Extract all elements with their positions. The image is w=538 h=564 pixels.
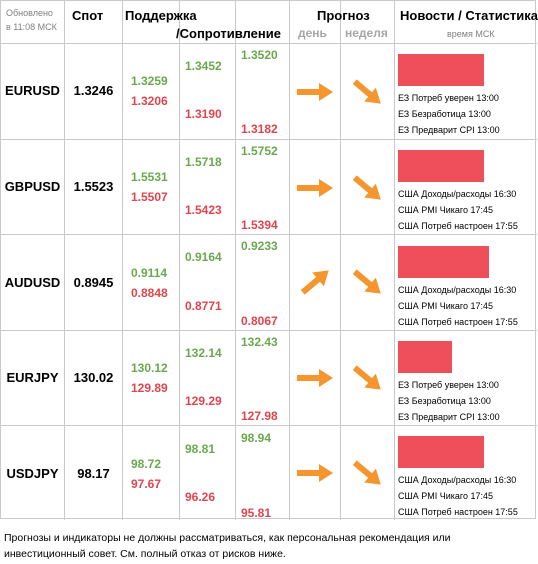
support-level: 98.81 <box>185 442 216 456</box>
forecast-day-header: день <box>298 26 327 40</box>
support-level: 1.5531 <box>131 170 168 184</box>
news-item: США Доходы/расходы 16:30 <box>398 189 517 199</box>
support-level: 0.9233 <box>241 239 278 253</box>
resistance-level: 95.81 <box>241 506 272 520</box>
resistance-level: 127.98 <box>241 409 278 423</box>
table-row: GBPUSD 1.5523 1.5531 1.5507 1.5718 1.542… <box>1 140 537 234</box>
support-level: 98.72 <box>131 457 162 471</box>
grid-line <box>122 1 123 520</box>
news-item: ЕЗ Потреб уверен 13:00 <box>398 93 499 103</box>
support-level: 1.5718 <box>185 155 222 169</box>
pair-name: USDJPY <box>6 466 59 481</box>
disclaimer-text: Прогнозы и индикаторы не должны рассматр… <box>4 532 451 560</box>
news-item: США Потреб настроен 17:55 <box>398 317 518 327</box>
support-level: 0.9164 <box>185 250 222 264</box>
resistance-level: 1.3206 <box>131 94 168 108</box>
resistance-level: 1.5507 <box>131 190 168 204</box>
news-item: США Потреб настроен 17:55 <box>398 507 518 517</box>
support-level: 130.12 <box>131 361 168 375</box>
resistance-level: 1.5423 <box>185 203 222 217</box>
grid-line <box>1 425 537 426</box>
news-item: США Потреб настроен 17:55 <box>398 221 518 231</box>
support-level: 98.94 <box>241 431 272 445</box>
spot-value: 130.02 <box>73 370 114 385</box>
forecast-week-arrow-icon <box>347 269 387 295</box>
news-header: Новости / Статистика <box>400 8 538 23</box>
news-bar <box>398 246 489 278</box>
grid-line <box>1 330 537 331</box>
forecast-day-arrow-icon <box>295 269 335 295</box>
resistance-level: 1.3182 <box>241 122 278 136</box>
resistance-header: /Сопротивление <box>176 26 281 41</box>
grid-line <box>1 234 537 235</box>
updated-label: Обновлено <box>6 8 53 18</box>
support-header: Поддержка <box>125 8 197 23</box>
news-bar <box>398 341 452 373</box>
updated-time: в 11:08 МСК <box>6 22 57 32</box>
resistance-level: 129.89 <box>131 381 168 395</box>
table-row: AUDUSD 0.8945 0.9114 0.8848 0.9164 0.877… <box>1 235 537 330</box>
resistance-level: 0.8848 <box>131 286 168 300</box>
table-row: EURJPY 130.02 130.12 129.89 132.14 129.2… <box>1 331 537 425</box>
news-item: США PMI Чикаго 17:45 <box>398 205 494 215</box>
resistance-level: 0.8771 <box>185 299 222 313</box>
news-subheader: время МСК <box>447 29 495 39</box>
news-bar <box>398 436 484 468</box>
resistance-level: 129.29 <box>185 394 222 408</box>
forecast-week-arrow-icon <box>347 175 387 201</box>
resistance-level: 0.8067 <box>241 314 278 328</box>
forecast-week-arrow-icon <box>347 365 387 391</box>
spot-value: 1.3246 <box>73 83 114 98</box>
news-item: ЕЗ Предварит CPI 13:00 <box>398 412 500 422</box>
table-row: EURUSD 1.3246 1.3259 1.3206 1.3452 1.319… <box>1 44 537 139</box>
grid-line <box>1 43 537 44</box>
support-level: 132.14 <box>185 346 222 360</box>
news-item: США PMI Чикаго 17:45 <box>398 491 494 501</box>
news-item: США PMI Чикаго 17:45 <box>398 301 494 311</box>
news-item: США Доходы/расходы 16:30 <box>398 475 517 485</box>
pair-name: GBPUSD <box>4 179 61 194</box>
forecast-week-arrow-icon <box>347 79 387 105</box>
pair-name: AUDUSD <box>4 275 61 290</box>
grid-line <box>394 1 395 520</box>
grid-line <box>235 1 236 520</box>
support-level: 1.3452 <box>185 59 222 73</box>
resistance-level: 1.5394 <box>241 218 278 232</box>
resistance-level: 97.67 <box>131 477 162 491</box>
forecast-day-arrow-icon <box>295 79 335 105</box>
grid-line <box>64 1 65 520</box>
spot-header: Спот <box>72 8 104 23</box>
forecast-week-arrow-icon <box>347 460 387 486</box>
grid-line <box>289 1 290 520</box>
forecast-week-header: неделя <box>345 26 388 40</box>
news-bar <box>398 54 484 86</box>
news-item: ЕЗ Потреб уверен 13:00 <box>398 380 499 390</box>
support-level: 1.3259 <box>131 74 168 88</box>
pair-name: EURUSD <box>5 83 60 98</box>
grid-line <box>340 1 341 520</box>
pair-name: EURJPY <box>6 370 59 385</box>
grid-line <box>1 139 537 140</box>
resistance-level: 1.3190 <box>185 107 222 121</box>
forex-table: Обновлено в 11:08 МСК Спот Поддержка /Со… <box>0 0 538 520</box>
support-level: 132.43 <box>241 335 278 349</box>
news-item: ЕЗ Безработица 13:00 <box>398 396 491 406</box>
table-row: USDJPY 98.17 98.72 97.67 98.81 96.26 98.… <box>1 426 537 520</box>
news-item: ЕЗ Предварит CPI 13:00 <box>398 125 500 135</box>
resistance-level: 96.26 <box>185 490 216 504</box>
spot-value: 0.8945 <box>73 275 114 290</box>
forecast-day-arrow-icon <box>295 460 335 486</box>
spot-value: 1.5523 <box>73 179 114 194</box>
news-bar <box>398 150 484 182</box>
forecast-header: Прогноз <box>317 8 370 23</box>
support-level: 1.5752 <box>241 144 278 158</box>
grid-line <box>179 1 180 520</box>
news-item: ЕЗ Безработица 13:00 <box>398 109 491 119</box>
forecast-day-arrow-icon <box>295 365 335 391</box>
forecast-day-arrow-icon <box>295 175 335 201</box>
support-level: 1.3520 <box>241 48 278 62</box>
spot-value: 98.17 <box>77 466 110 481</box>
support-level: 0.9114 <box>131 266 168 280</box>
news-item: США Доходы/расходы 16:30 <box>398 285 517 295</box>
